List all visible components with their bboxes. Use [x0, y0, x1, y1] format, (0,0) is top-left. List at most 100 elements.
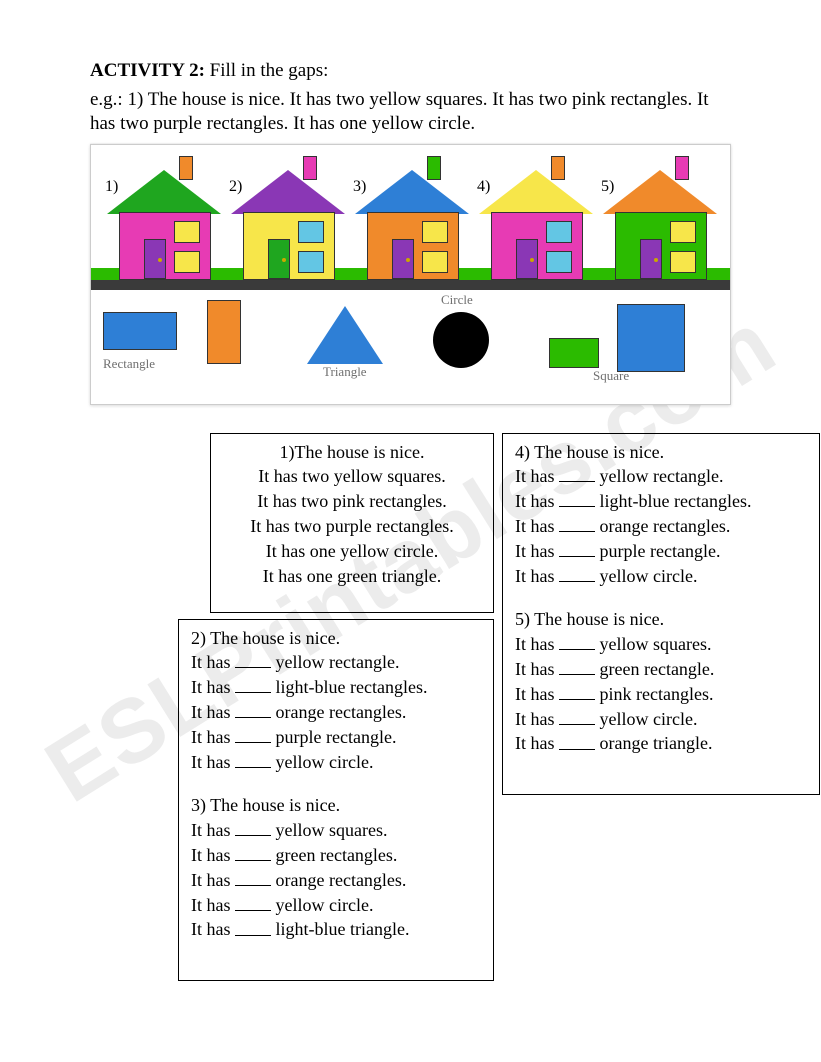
gap-line: It has yellow circle. — [515, 707, 807, 732]
title-bold: ACTIVITY 2: — [90, 60, 205, 81]
answer-box-3: 4) The house is nice.It has yellow recta… — [502, 433, 820, 795]
door-knob — [158, 258, 162, 262]
blank-gap[interactable] — [235, 700, 271, 718]
window — [422, 251, 448, 273]
window — [546, 251, 572, 273]
shapes-row: Rectangle Triangle Circle Square — [91, 290, 730, 404]
gap-line: It has purple rectangle. — [191, 725, 481, 750]
door-knob — [282, 258, 286, 262]
window — [298, 251, 324, 273]
answer-line: It has one yellow circle. — [223, 539, 481, 564]
door — [392, 239, 414, 279]
blank-gap[interactable] — [559, 657, 595, 675]
blank-gap[interactable] — [559, 564, 595, 582]
gap-line: It has pink rectangles. — [515, 682, 807, 707]
gap-line: It has purple rectangle. — [515, 539, 807, 564]
answer-block: 5) The house is nice.It has yellow squar… — [515, 607, 807, 756]
answer-block: 2) The house is nice.It has yellow recta… — [191, 626, 481, 775]
blank-gap[interactable] — [559, 731, 595, 749]
blank-gap[interactable] — [235, 917, 271, 935]
blank-gap[interactable] — [235, 843, 271, 861]
window — [422, 221, 448, 243]
gap-line: It has yellow squares. — [191, 818, 481, 843]
gap-line: It has orange rectangles. — [191, 700, 481, 725]
house-1: 1) — [109, 160, 219, 280]
door-knob — [530, 258, 534, 262]
blank-gap[interactable] — [559, 464, 595, 482]
answer-line: It has two yellow squares. — [223, 464, 481, 489]
answer-box-2: 2) The house is nice.It has yellow recta… — [178, 619, 494, 981]
blank-gap[interactable] — [235, 868, 271, 886]
gap-line: It has yellow squares. — [515, 632, 807, 657]
window — [174, 251, 200, 273]
window — [174, 221, 200, 243]
rectangle-shape-2 — [207, 300, 241, 364]
intro-line: 1)The house is nice. — [223, 440, 481, 465]
blank-gap[interactable] — [559, 707, 595, 725]
gap-line: It has green rectangles. — [191, 843, 481, 868]
rectangle-label: Rectangle — [103, 356, 155, 372]
blank-gap[interactable] — [235, 893, 271, 911]
road — [91, 280, 730, 290]
blank-gap[interactable] — [235, 725, 271, 743]
houses-row: 1)2)3)4)5) — [91, 145, 730, 290]
roof — [107, 170, 221, 214]
answer-box-1: 1)The house is nice.It has two yellow sq… — [210, 433, 494, 614]
gap-line: It has yellow rectangle. — [515, 464, 807, 489]
example-text: e.g.: 1) The house is nice. It has two y… — [90, 88, 731, 136]
activity-title: ACTIVITY 2: Fill in the gaps: — [90, 60, 731, 82]
roof — [479, 170, 593, 214]
circle-shape — [433, 312, 489, 368]
gap-line: It has yellow circle. — [191, 750, 481, 775]
gap-line: It has yellow rectangle. — [191, 650, 481, 675]
window — [298, 221, 324, 243]
roof — [603, 170, 717, 214]
door-knob — [654, 258, 658, 262]
door — [144, 239, 166, 279]
square-label: Square — [593, 368, 629, 384]
door — [516, 239, 538, 279]
gap-line: It has orange rectangles. — [515, 514, 807, 539]
house-3: 3) — [357, 160, 467, 280]
answer-line: It has two purple rectangles. — [223, 514, 481, 539]
house-body — [367, 212, 459, 280]
door — [640, 239, 662, 279]
blank-gap[interactable] — [559, 682, 595, 700]
door-knob — [406, 258, 410, 262]
square-big — [617, 304, 685, 372]
gap-line: It has orange rectangles. — [191, 868, 481, 893]
answer-line: It has two pink rectangles. — [223, 489, 481, 514]
circle-label: Circle — [441, 292, 473, 308]
blank-gap[interactable] — [235, 675, 271, 693]
rectangle-shape-1 — [103, 312, 177, 350]
gap-line: It has light-blue rectangles. — [191, 675, 481, 700]
triangle-label: Triangle — [323, 364, 367, 380]
answers-area: 1)The house is nice.It has two yellow sq… — [90, 433, 731, 993]
house-4: 4) — [481, 160, 591, 280]
blank-gap[interactable] — [235, 750, 271, 768]
roof — [231, 170, 345, 214]
window — [546, 221, 572, 243]
blank-gap[interactable] — [559, 632, 595, 650]
blank-gap[interactable] — [235, 650, 271, 668]
answer-block: 1)The house is nice.It has two yellow sq… — [223, 440, 481, 589]
house-body — [615, 212, 707, 280]
intro-line: 5) The house is nice. — [515, 607, 807, 632]
blank-gap[interactable] — [559, 489, 595, 507]
window — [670, 251, 696, 273]
gap-line: It has green rectangle. — [515, 657, 807, 682]
answer-block: 4) The house is nice.It has yellow recta… — [515, 440, 807, 589]
gap-line: It has yellow circle. — [515, 564, 807, 589]
blank-gap[interactable] — [235, 818, 271, 836]
intro-line: 4) The house is nice. — [515, 440, 807, 465]
door — [268, 239, 290, 279]
intro-line: 3) The house is nice. — [191, 793, 481, 818]
gap-line: It has light-blue triangle. — [191, 917, 481, 942]
house-body — [119, 212, 211, 280]
house-5: 5) — [605, 160, 715, 280]
gap-line: It has orange triangle. — [515, 731, 807, 756]
blank-gap[interactable] — [559, 514, 595, 532]
diagram-box: 1)2)3)4)5) Rectangle Triangle Circle Squ… — [90, 144, 731, 405]
square-small — [549, 338, 599, 368]
blank-gap[interactable] — [559, 539, 595, 557]
